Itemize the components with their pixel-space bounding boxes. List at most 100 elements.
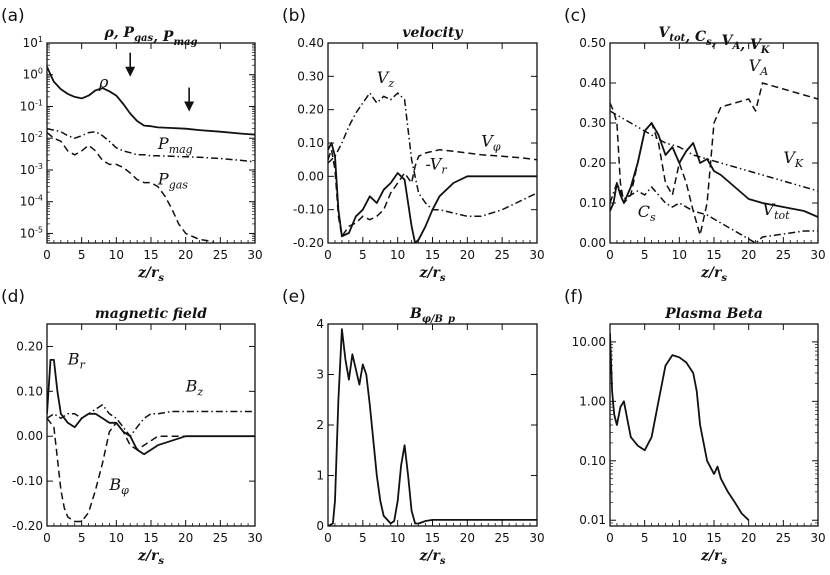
x-tick-label: 30 — [247, 531, 262, 545]
y-tick-label: -0.10 — [293, 203, 324, 217]
panel-f: (f) Plasma Beta 0 5 10 15 20 25 30 z/rs 10.00 1.00 0… — [564, 287, 826, 567]
x-tick-label: 5 — [641, 531, 649, 545]
series-line-plasma-beta — [610, 333, 750, 521]
panel-title: magnetic field — [95, 306, 207, 322]
y-tick-label: 0.01 — [579, 513, 606, 527]
x-tick-label: 0 — [324, 531, 332, 545]
y-tick-label: 0.40 — [297, 36, 324, 50]
x-tick-label: 10 — [390, 531, 405, 545]
y-tick-label: 4 — [316, 317, 324, 331]
x-tick-label: 15 — [143, 248, 158, 262]
x-tick-label: 25 — [495, 248, 510, 262]
series-line-b-φ-b-p — [328, 328, 537, 526]
series-label: Pmag — [157, 134, 193, 156]
panel-label: (e) — [282, 287, 306, 307]
series-label: -Vr — [426, 155, 448, 177]
series-label: VA — [749, 56, 769, 78]
x-tick-label: 20 — [460, 248, 475, 262]
x-tick-label: 0 — [606, 531, 614, 545]
series-line-v-a — [610, 82, 818, 236]
y-tick-label: -0.10 — [12, 474, 43, 488]
panel-label: (a) — [1, 6, 25, 26]
plot-frame — [609, 323, 819, 527]
y-tick-label: 0.40 — [579, 76, 606, 90]
x-tick-label: 0 — [43, 248, 51, 262]
y-tick-label: 0.20 — [16, 339, 43, 353]
y-tick-label: 10-3 — [20, 162, 43, 177]
x-axis-label: z/rs — [700, 265, 727, 284]
arrow-head — [125, 66, 136, 77]
panel-label: (b) — [282, 6, 306, 26]
panel-title: Plasma Beta — [664, 306, 763, 322]
series-line-b-z — [47, 404, 255, 437]
series-label: Vtot — [763, 200, 791, 222]
series-line-v-φ — [328, 148, 537, 238]
series-label: Bφ — [108, 475, 129, 497]
x-tick-label: 5 — [78, 248, 86, 262]
x-axis-label: z/rs — [137, 548, 164, 567]
y-tick-label: 10.00 — [572, 335, 606, 349]
y-tick-label: -0.20 — [12, 519, 43, 533]
x-tick-label: 15 — [706, 248, 721, 262]
panel-e: (e) Bφ/B_p 0 5 10 15 20 25 30 z/rs 0 1 2 3 4 — [282, 287, 545, 567]
y-tick-label: 0.00 — [16, 429, 43, 443]
x-tick-label: 10 — [109, 531, 124, 545]
x-tick-label: 25 — [213, 531, 228, 545]
x-tick-label: 15 — [706, 531, 721, 545]
x-axis-label: z/rs — [700, 548, 727, 567]
x-tick-label: 20 — [741, 531, 756, 545]
panel-title: velocity — [402, 25, 463, 41]
series-label: Bz — [185, 376, 204, 398]
y-tick-label: 10-4 — [20, 194, 43, 209]
x-tick-label: 30 — [529, 531, 544, 545]
plot-frame — [46, 42, 256, 244]
panel-title: Vtot, Cs, VA, VK — [658, 25, 770, 56]
y-tick-label: 3 — [316, 368, 324, 382]
x-axis-label: z/rs — [418, 548, 445, 567]
y-tick-label: 10-1 — [20, 98, 43, 113]
panel-label: (c) — [564, 6, 587, 26]
series-line-p-gas — [47, 132, 214, 243]
y-tick-label: 0.00 — [579, 236, 606, 250]
y-tick-label: 0.30 — [297, 69, 324, 83]
panel-label: (d) — [1, 287, 25, 307]
series-label: ρ — [98, 72, 109, 91]
panel-b: (b) velocity 0 5 10 15 20 25 30 z/rs 0.40 0.30 0.20 0… — [282, 6, 545, 284]
series-label: Cs — [638, 202, 656, 224]
x-tick-label: 15 — [425, 248, 440, 262]
y-tick-label: 10-2 — [20, 130, 43, 145]
series-line-p-mag — [47, 127, 255, 163]
x-tick-label: 30 — [810, 531, 825, 545]
x-tick-label: 5 — [359, 531, 367, 545]
series-line-v-k — [610, 110, 818, 192]
x-tick-label: 20 — [460, 531, 475, 545]
panel-d: (d) magnetic field 0 5 10 15 20 25 30 z/rs 0.20 0.1… — [1, 287, 263, 567]
y-tick-label: 10-5 — [20, 225, 43, 240]
x-tick-label: 20 — [741, 248, 756, 262]
y-tick-label: 0.10 — [297, 136, 324, 150]
x-tick-label: 10 — [109, 248, 124, 262]
y-tick-label: 0 — [316, 519, 324, 533]
y-tick-label: 101 — [23, 35, 43, 50]
x-tick-label: 5 — [359, 248, 367, 262]
y-tick-label: 2 — [316, 418, 324, 432]
y-tick-label: 0.00 — [297, 169, 324, 183]
arrow-head — [184, 101, 195, 112]
plot-frame — [327, 323, 538, 527]
x-tick-label: 20 — [178, 531, 193, 545]
y-tick-label: 0.10 — [16, 384, 43, 398]
series-label: Vz — [377, 68, 395, 90]
x-tick-label: 25 — [776, 531, 791, 545]
x-tick-label: 30 — [247, 248, 262, 262]
y-tick-label: 100 — [23, 67, 43, 82]
x-tick-label: 5 — [641, 248, 649, 262]
series-line-b-φ — [47, 417, 255, 523]
y-tick-label: 0.10 — [579, 196, 606, 210]
x-tick-label: 15 — [425, 531, 440, 545]
x-tick-label: 30 — [529, 248, 544, 262]
x-tick-label: 0 — [606, 248, 614, 262]
y-tick-label: 0.20 — [297, 103, 324, 117]
x-tick-label: 20 — [178, 248, 193, 262]
